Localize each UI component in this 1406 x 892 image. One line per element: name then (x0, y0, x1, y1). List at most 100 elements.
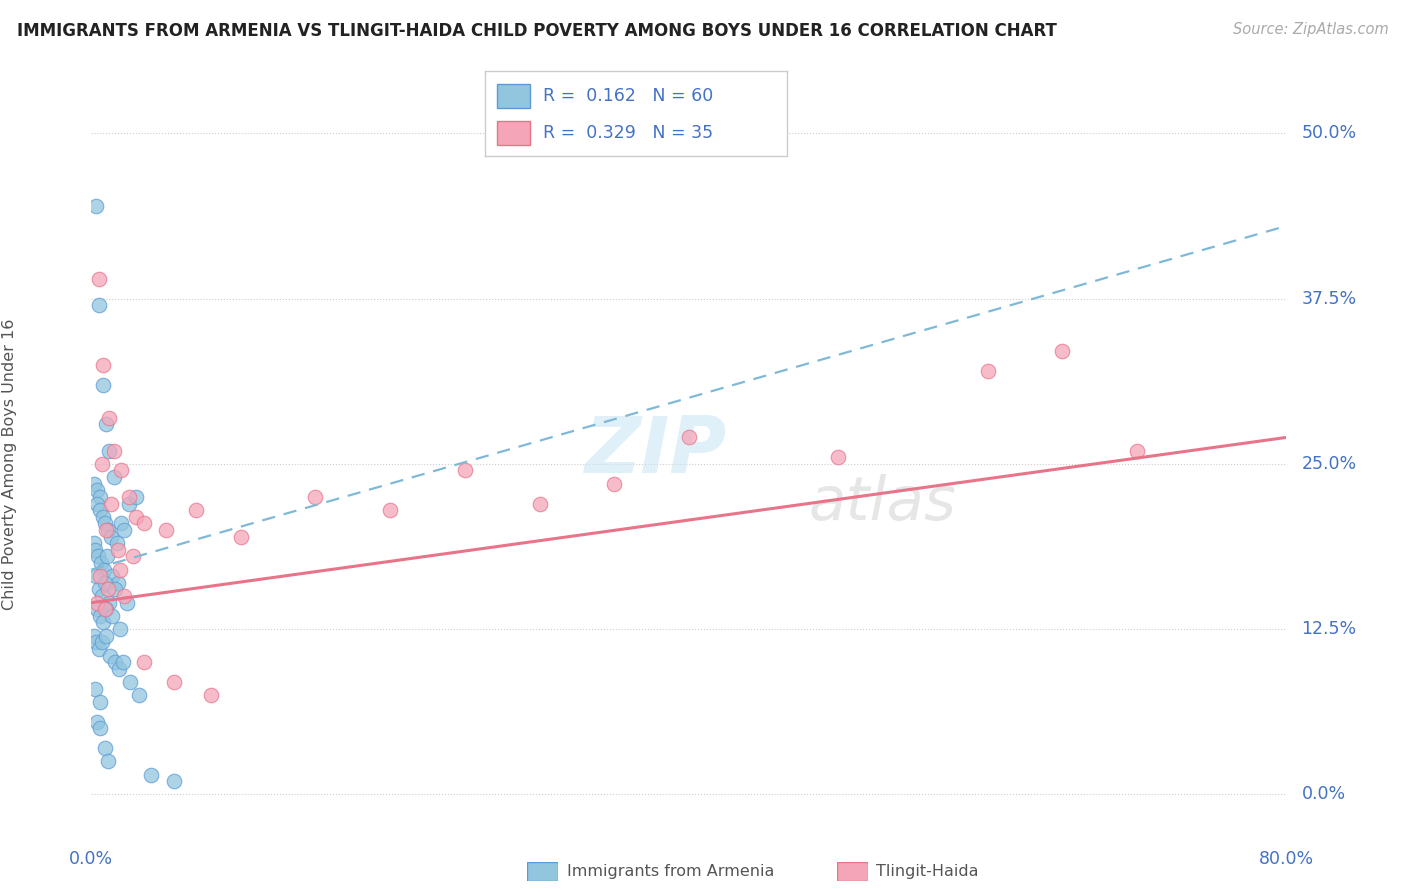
Point (108, 563, 131, 577)
Point (86, 496, 108, 510)
Point (87, 582, 110, 597)
Text: 37.5%: 37.5% (1302, 290, 1357, 308)
Point (89, 695, 111, 709)
Point (94, 602, 117, 616)
Text: Immigrants from Armenia: Immigrants from Armenia (567, 864, 773, 879)
Point (90, 457, 112, 471)
Point (89, 608, 111, 623)
Point (87, 549, 110, 564)
Point (184, 503, 207, 517)
Point (529, 496, 551, 510)
Point (84, 681, 107, 696)
Point (96, 602, 118, 616)
Point (97, 754, 120, 768)
Point (83, 536, 105, 550)
Point (100, 496, 122, 510)
Point (90, 589, 112, 603)
Point (110, 463, 132, 477)
Point (86, 602, 108, 616)
Point (94, 575, 117, 590)
Point (1126, 443, 1149, 458)
Point (115, 596, 138, 610)
Point (87, 298, 110, 312)
Point (89, 490, 111, 504)
Point (90, 556, 112, 570)
Point (162, 774, 184, 789)
Point (132, 655, 155, 669)
Text: 0.0%: 0.0% (1302, 785, 1346, 804)
Point (94, 629, 117, 643)
Point (101, 569, 124, 583)
Point (97, 596, 120, 610)
Point (100, 608, 122, 623)
Point (98, 410, 121, 425)
Point (84, 569, 107, 583)
Point (84, 542, 107, 557)
Point (91, 509, 114, 524)
Point (89, 721, 111, 735)
Point (378, 503, 402, 517)
Point (98, 648, 121, 663)
Text: Source: ZipAtlas.com: Source: ZipAtlas.com (1233, 22, 1389, 37)
Point (94, 741, 117, 756)
Point (107, 575, 129, 590)
Point (97, 523, 120, 537)
Point (125, 490, 148, 504)
Point (105, 536, 128, 550)
Point (229, 530, 252, 544)
Point (1052, 344, 1074, 359)
Point (155, 523, 177, 537)
Text: Tlingit-Haida: Tlingit-Haida (876, 864, 979, 879)
Point (83, 629, 105, 643)
Point (97, 582, 120, 597)
Point (104, 582, 127, 597)
Point (93, 563, 115, 577)
Text: R =  0.162   N = 60: R = 0.162 N = 60 (543, 87, 713, 105)
Point (89, 569, 111, 583)
Point (976, 364, 998, 378)
Point (94, 516, 117, 531)
Point (96, 523, 118, 537)
Bar (498, 121, 530, 145)
Point (603, 476, 626, 491)
Text: 80.0%: 80.0% (1258, 850, 1315, 868)
Point (89, 503, 111, 517)
Text: IMMIGRANTS FROM ARMENIA VS TLINGIT-HAIDA CHILD POVERTY AMONG BOYS UNDER 16 CORRE: IMMIGRANTS FROM ARMENIA VS TLINGIT-HAIDA… (17, 22, 1057, 40)
Point (141, 767, 162, 781)
Point (132, 516, 155, 531)
Point (108, 662, 131, 676)
Point (118, 496, 141, 510)
Point (128, 688, 150, 702)
Point (93, 615, 115, 630)
Point (125, 509, 148, 524)
Point (93, 377, 115, 392)
Point (118, 490, 141, 504)
Point (90, 635, 112, 649)
Point (108, 622, 131, 636)
Text: atlas: atlas (808, 474, 956, 533)
Point (107, 542, 129, 557)
Point (93, 358, 115, 372)
Point (83, 476, 105, 491)
Point (110, 516, 132, 531)
Point (86, 714, 108, 729)
Point (98, 443, 121, 458)
Point (87, 271, 110, 285)
Text: 0.0%: 0.0% (69, 850, 114, 868)
Text: 50.0%: 50.0% (1302, 124, 1357, 143)
Point (84, 199, 107, 213)
Bar (498, 84, 530, 108)
Text: 12.5%: 12.5% (1302, 620, 1357, 638)
Text: ZIP: ZIP (585, 413, 727, 489)
Point (678, 430, 700, 444)
Point (100, 530, 122, 544)
Point (96, 417, 118, 432)
Point (111, 655, 134, 669)
Point (103, 655, 125, 669)
Point (200, 688, 222, 702)
Point (827, 450, 849, 465)
Point (112, 523, 135, 537)
Point (96, 549, 118, 564)
Point (87, 642, 110, 657)
Point (162, 675, 184, 690)
